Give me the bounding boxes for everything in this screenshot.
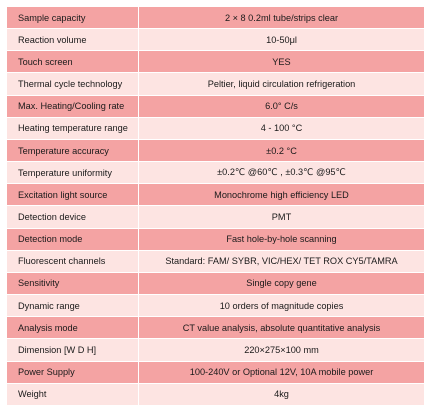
spec-row-reaction-volume: Reaction volume 10-50μl bbox=[6, 28, 425, 52]
spec-value: 4kg bbox=[138, 382, 425, 407]
spec-label: Detection device bbox=[6, 205, 139, 229]
spec-label: Temperature accuracy bbox=[6, 138, 139, 163]
spec-row-touch-screen: Touch screen YES bbox=[6, 50, 425, 74]
spec-label: Sample capacity bbox=[6, 5, 139, 30]
spec-label: Max. Heating/Cooling rate bbox=[6, 94, 139, 118]
spec-row-weight: Weight 4kg bbox=[6, 382, 425, 407]
spec-value: ±0.2℃ @60℃ , ±0.3℃ @95℃ bbox=[138, 161, 425, 185]
spec-label: Power Supply bbox=[6, 360, 139, 384]
spec-label: Reaction volume bbox=[6, 28, 139, 52]
spec-row-temperature-accuracy: Temperature accuracy ±0.2 °C bbox=[6, 138, 425, 163]
spec-row-detection-mode: Detection mode Fast hole-by-hole scannin… bbox=[6, 227, 425, 251]
spec-value: Peltier, liquid circulation refrigeratio… bbox=[138, 72, 425, 96]
spec-row-sensitivity: Sensitivity Single copy gene bbox=[6, 271, 425, 296]
spec-row-excitation-light-source: Excitation light source Monochrome high … bbox=[6, 183, 425, 207]
spec-value: 100-240V or Optional 12V, 10A mobile pow… bbox=[138, 360, 425, 384]
spec-label: Excitation light source bbox=[6, 183, 139, 207]
spec-label: Temperature uniformity bbox=[6, 161, 139, 185]
spec-label: Detection mode bbox=[6, 227, 139, 251]
spec-row-temperature-uniformity: Temperature uniformity ±0.2℃ @60℃ , ±0.3… bbox=[6, 161, 425, 185]
spec-row-analysis-mode: Analysis mode CT value analysis, absolut… bbox=[6, 316, 425, 340]
spec-value: 4 - 100 °C bbox=[138, 116, 425, 140]
spec-value: YES bbox=[138, 50, 425, 74]
spec-row-sample-capacity: Sample capacity 2 × 8 0.2ml tube/strips … bbox=[6, 5, 425, 30]
spec-label: Sensitivity bbox=[6, 271, 139, 296]
spec-row-power-supply: Power Supply 100-240V or Optional 12V, 1… bbox=[6, 360, 425, 384]
spec-value: ±0.2 °C bbox=[138, 138, 425, 163]
spec-value: Monochrome high efficiency LED bbox=[138, 183, 425, 207]
specification-table: Sample capacity 2 × 8 0.2ml tube/strips … bbox=[6, 5, 425, 407]
spec-value: Single copy gene bbox=[138, 271, 425, 296]
spec-value: 10 orders of magnitude copies bbox=[138, 294, 425, 318]
spec-label: Dimension [W D H] bbox=[6, 338, 139, 362]
spec-label: Heating temperature range bbox=[6, 116, 139, 140]
spec-value: 220×275×100 mm bbox=[138, 338, 425, 362]
spec-label: Thermal cycle technology bbox=[6, 72, 139, 96]
spec-row-max-heating-cooling-rate: Max. Heating/Cooling rate 6.0° C/s bbox=[6, 94, 425, 118]
specification-rows: Sample capacity 2 × 8 0.2ml tube/strips … bbox=[6, 5, 425, 407]
spec-row-fluorescent-channels: Fluorescent channels Standard: FAM/ SYBR… bbox=[6, 249, 425, 273]
spec-row-heating-temperature-range: Heating temperature range 4 - 100 °C bbox=[6, 116, 425, 140]
spec-row-dynamic-range: Dynamic range 10 orders of magnitude cop… bbox=[6, 294, 425, 318]
spec-label: Weight bbox=[6, 382, 139, 407]
spec-value: PMT bbox=[138, 205, 425, 229]
spec-value: 10-50μl bbox=[138, 28, 425, 52]
spec-row-thermal-cycle-technology: Thermal cycle technology Peltier, liquid… bbox=[6, 72, 425, 96]
spec-row-detection-device: Detection device PMT bbox=[6, 205, 425, 229]
spec-label: Dynamic range bbox=[6, 294, 139, 318]
spec-label: Touch screen bbox=[6, 50, 139, 74]
spec-row-dimension: Dimension [W D H] 220×275×100 mm bbox=[6, 338, 425, 362]
spec-label: Analysis mode bbox=[6, 316, 139, 340]
spec-label: Fluorescent channels bbox=[6, 249, 139, 273]
spec-value: 2 × 8 0.2ml tube/strips clear bbox=[138, 5, 425, 30]
spec-value: 6.0° C/s bbox=[138, 94, 425, 118]
spec-value: Standard: FAM/ SYBR, VIC/HEX/ TET ROX CY… bbox=[138, 249, 425, 273]
spec-value: Fast hole-by-hole scanning bbox=[138, 227, 425, 251]
spec-value: CT value analysis, absolute quantitative… bbox=[138, 316, 425, 340]
